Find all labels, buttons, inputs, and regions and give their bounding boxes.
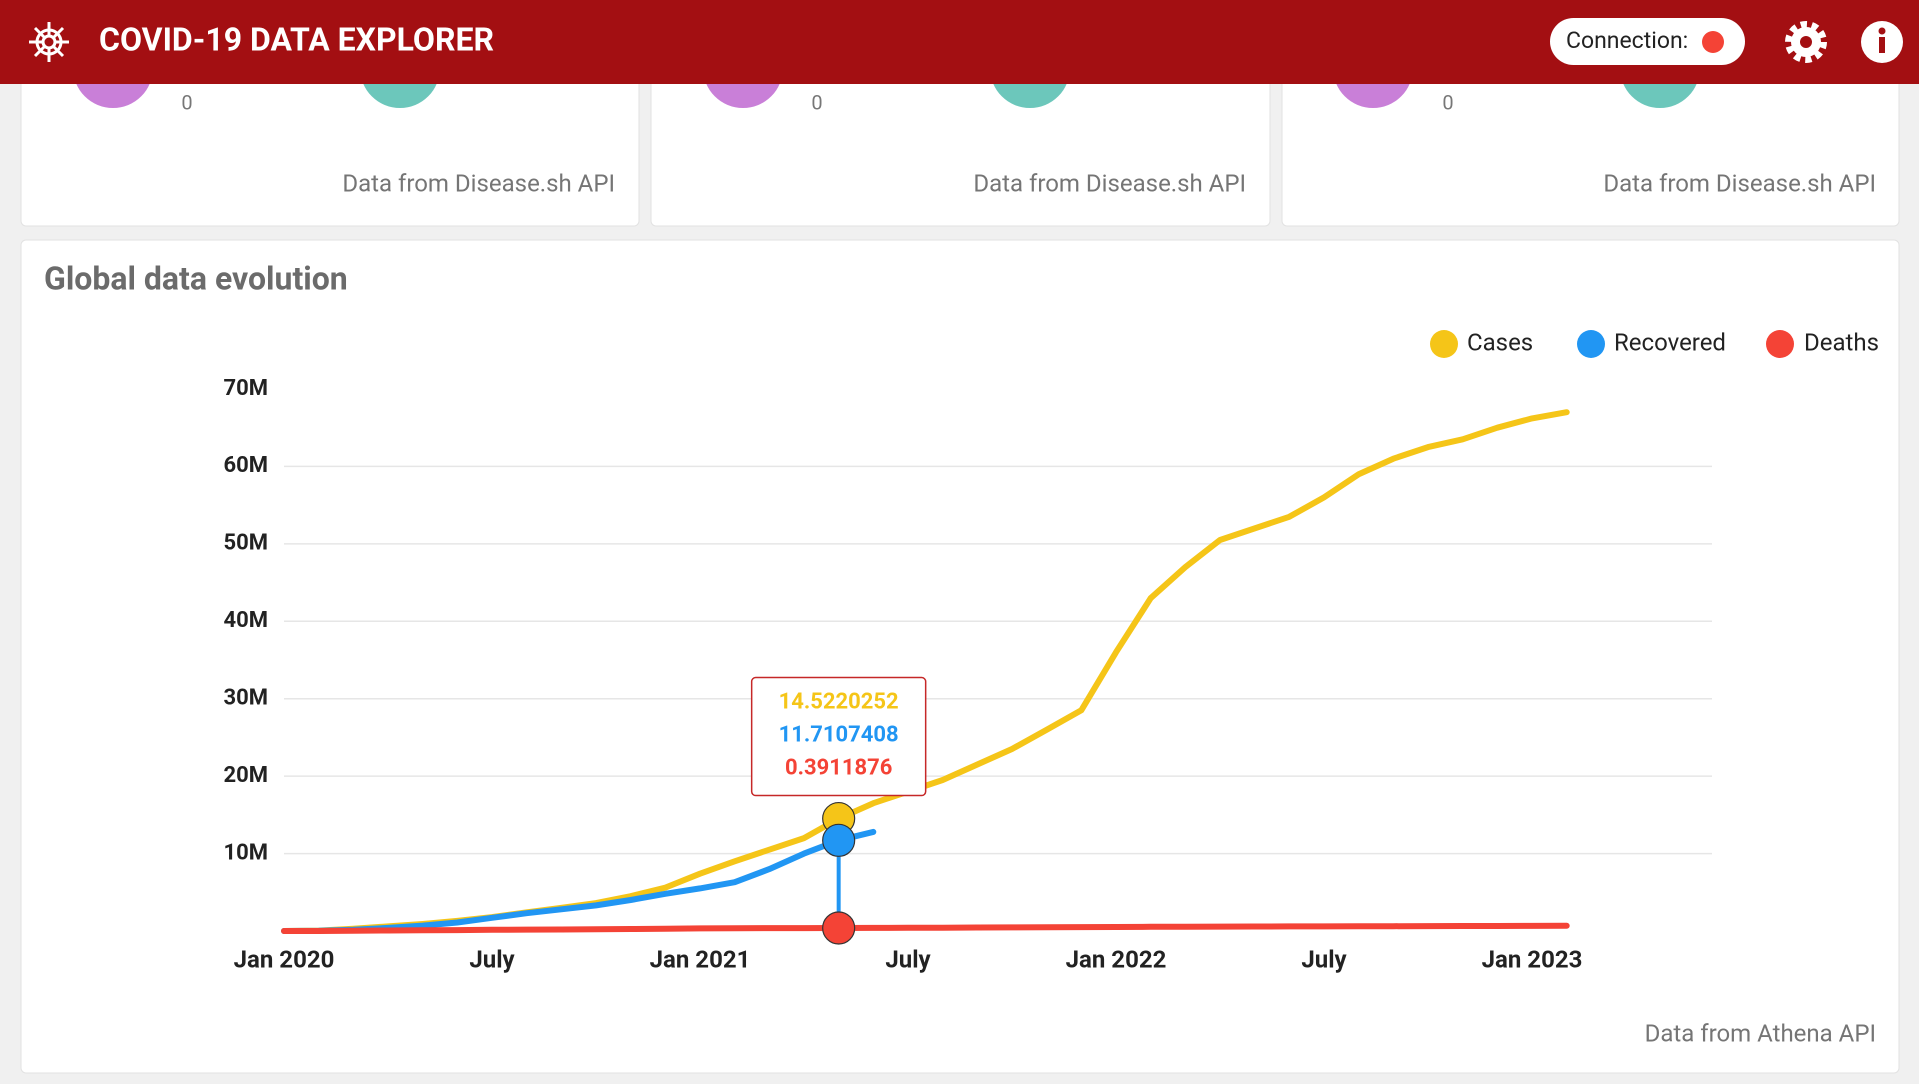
y-tick-label: 50M xyxy=(223,531,268,556)
tooltip-value: 14.5220252 xyxy=(779,689,899,714)
y-tick-label: 40M xyxy=(223,608,268,633)
tooltip-dot xyxy=(822,823,856,857)
legend-swatch xyxy=(1430,330,1458,358)
header: COVID-19 DATA EXPLORER Connection: xyxy=(0,0,1919,84)
card-value: 0 xyxy=(181,90,192,114)
card-source: Data from Disease.sh API xyxy=(342,169,615,197)
x-tick-label: Jan 2020 xyxy=(234,945,335,973)
y-tick-label: 70M xyxy=(223,376,268,401)
connection-pill[interactable] xyxy=(1550,18,1745,65)
x-tick-label: July xyxy=(469,945,515,973)
legend-swatch xyxy=(1577,330,1605,358)
app-title: COVID-19 DATA EXPLORER xyxy=(99,20,494,58)
card-source: Data from Disease.sh API xyxy=(973,169,1246,197)
series-line xyxy=(281,922,1570,934)
x-tick-label: July xyxy=(1301,945,1347,973)
logo xyxy=(29,22,69,62)
panel-title: Global data evolution xyxy=(44,259,348,297)
y-tick-label: 20M xyxy=(223,763,268,788)
legend-label: Cases xyxy=(1467,328,1533,356)
y-tick-label: 60M xyxy=(223,453,268,478)
legend-swatch xyxy=(1766,330,1794,358)
x-tick-label: July xyxy=(885,945,931,973)
chart: 10M 20M 30M 40M 50M 60M 70M Jan 2020 July Jan 202… xyxy=(223,328,1879,973)
x-tick-label: Jan 2023 xyxy=(1482,945,1583,973)
connection-label: Connection: xyxy=(1566,27,1688,54)
y-tick-label: 30M xyxy=(223,686,268,711)
tooltip-box xyxy=(750,676,927,797)
legend-label: Deaths xyxy=(1804,328,1879,356)
connection-status xyxy=(1702,31,1724,53)
settings-button[interactable] xyxy=(1785,21,1827,63)
tooltip-value: 0.3911876 xyxy=(785,755,892,780)
card-value: 0 xyxy=(811,90,822,114)
legend-label: Recovered xyxy=(1614,328,1726,356)
x-tick-label: Jan 2022 xyxy=(1066,945,1167,973)
panel-source: Data from Athena API xyxy=(1645,1019,1876,1047)
tooltip-value: 11.7107408 xyxy=(779,722,899,747)
card-value: 0 xyxy=(1442,90,1453,114)
tooltip-dot xyxy=(822,911,856,945)
info-button[interactable] xyxy=(1861,21,1903,63)
y-tick-label: 10M xyxy=(223,840,268,865)
x-tick-label: Jan 2021 xyxy=(650,945,751,973)
card-source: Data from Disease.sh API xyxy=(1603,169,1876,197)
